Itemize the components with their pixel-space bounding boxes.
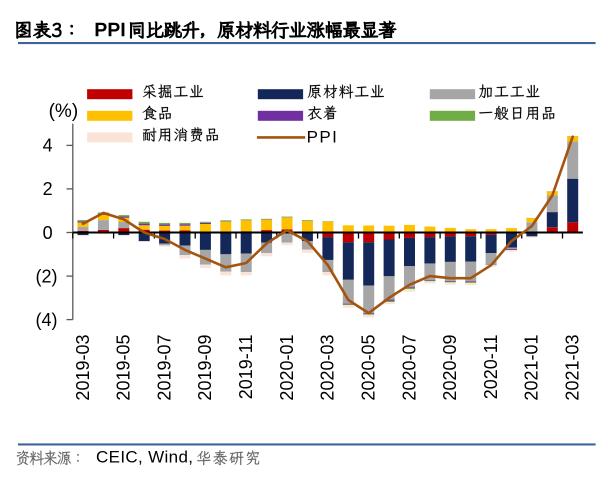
- svg-text:2021-01: 2021-01: [522, 335, 542, 401]
- svg-text:2019-11: 2019-11: [236, 335, 256, 400]
- svg-text:PPI: PPI: [307, 128, 339, 147]
- svg-text:2019-05: 2019-05: [114, 335, 134, 401]
- svg-text:2021-03: 2021-03: [563, 335, 583, 401]
- svg-text:2020-03: 2020-03: [318, 335, 338, 401]
- svg-text:(2): (2): [36, 266, 58, 286]
- svg-text:2020-11: 2020-11: [481, 335, 501, 400]
- svg-text:CEIC, Wind,: CEIC, Wind,: [96, 447, 193, 466]
- svg-text:(%): (%): [49, 101, 79, 122]
- svg-text:(4): (4): [36, 310, 58, 330]
- svg-text:2: 2: [43, 179, 53, 199]
- svg-text:2019-03: 2019-03: [73, 335, 93, 401]
- svg-text:2020-01: 2020-01: [277, 335, 297, 401]
- svg-text:2020-05: 2020-05: [359, 335, 379, 401]
- svg-text:2020-07: 2020-07: [399, 335, 419, 401]
- svg-text:4: 4: [43, 136, 53, 156]
- svg-text:0: 0: [43, 223, 53, 243]
- svg-text:2019-09: 2019-09: [195, 335, 215, 401]
- svg-text:2020-09: 2020-09: [440, 335, 460, 401]
- svg-text:2019-07: 2019-07: [154, 335, 174, 401]
